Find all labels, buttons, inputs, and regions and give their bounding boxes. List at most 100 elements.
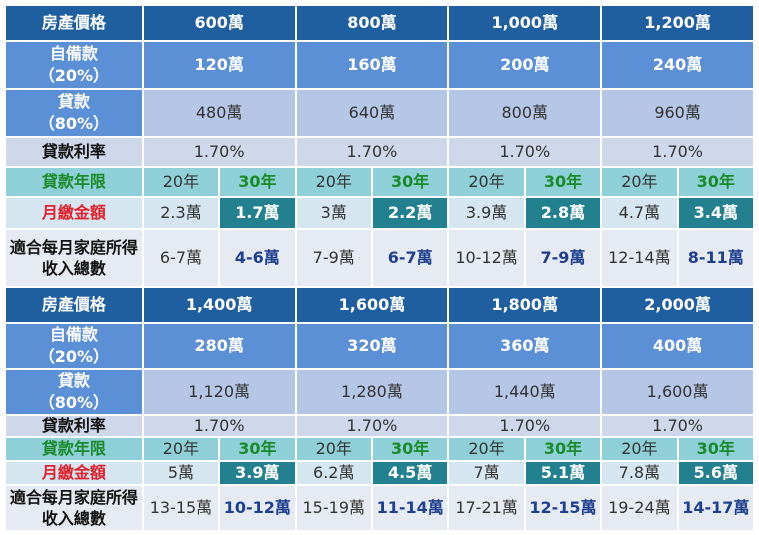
down-payment-label-line2: （20%）	[38, 347, 110, 366]
rate-cell: 1.70%	[141, 136, 297, 168]
down-payment-cell: 200萬	[447, 40, 603, 90]
payment-30-cell: 1.7萬	[218, 196, 297, 230]
income-row: 適合每月家庭所得收入總數 6-7萬 4-6萬 7-9萬 6-7萬 10-12萬 …	[4, 228, 756, 288]
loan-cell: 1,120萬	[141, 368, 297, 416]
price-cell: 1,800萬	[447, 286, 603, 324]
rate-cell: 1.70%	[600, 136, 755, 168]
income-label: 適合每月家庭所得收入總數	[4, 484, 144, 532]
term-30-cell: 30年	[218, 166, 297, 198]
payment-30-cell: 4.5萬	[370, 460, 450, 486]
payment-30-cell: 2.8萬	[523, 196, 603, 230]
payment-row: 月繳金額 2.3萬 1.7萬 3萬 2.2萬 3.9萬 2.8萬 4.7萬 3.…	[4, 196, 756, 230]
income-30-cell: 10-12萬	[218, 484, 297, 532]
rate-label: 貸款利率	[4, 414, 144, 438]
term-20-cell: 20年	[294, 436, 373, 462]
term-20-cell: 20年	[294, 166, 373, 198]
loan-label: 貸款 （80%）	[4, 88, 144, 138]
payment-30-cell: 5.1萬	[523, 460, 603, 486]
price-row: 房產價格 600萬 800萬 1,000萬 1,200萬	[4, 4, 755, 42]
payment-20-cell: 6.2萬	[294, 460, 373, 486]
term-20-cell: 20年	[141, 166, 221, 198]
down-payment-row: 自備款 （20%） 280萬 320萬 360萬 400萬	[4, 322, 755, 370]
payment-20-cell: 3.9萬	[447, 196, 526, 230]
income-20-cell: 19-24萬	[600, 484, 679, 532]
term-20-cell: 20年	[141, 436, 221, 462]
loan-cell: 480萬	[141, 88, 297, 138]
term-row: 貸款年限 20年 30年 20年 30年 20年 30年 20年 30年	[4, 166, 756, 198]
down-payment-cell: 240萬	[600, 40, 755, 90]
price-cell: 1,400萬	[141, 286, 297, 324]
income-30-cell: 6-7萬	[370, 228, 450, 288]
down-payment-row: 自備款 （20%） 120萬 160萬 200萬 240萬	[4, 40, 755, 90]
term-20-cell: 20年	[447, 166, 526, 198]
loan-row: 貸款 （80%） 480萬 640萬 800萬 960萬	[4, 88, 755, 138]
rate-row: 貸款利率 1.70% 1.70% 1.70% 1.70%	[4, 414, 755, 438]
payment-label: 月繳金額	[4, 460, 144, 486]
payment-label: 月繳金額	[4, 196, 144, 230]
loan-label-line2: （80%）	[38, 393, 110, 412]
loan-cell: 1,280萬	[294, 368, 450, 416]
loan-cell: 960萬	[600, 88, 755, 138]
income-row: 適合每月家庭所得收入總數 13-15萬 10-12萬 15-19萬 11-14萬…	[4, 484, 756, 532]
payment-20-cell: 2.3萬	[141, 196, 221, 230]
price-cell: 800萬	[294, 4, 450, 42]
down-payment-cell: 160萬	[294, 40, 450, 90]
down-payment-label: 自備款 （20%）	[4, 322, 144, 370]
price-cell: 1,600萬	[294, 286, 450, 324]
term-label: 貸款年限	[4, 436, 144, 462]
rate-row: 貸款利率 1.70% 1.70% 1.70% 1.70%	[4, 136, 755, 168]
rate-cell: 1.70%	[447, 136, 603, 168]
payment-30-cell: 3.4萬	[676, 196, 756, 230]
payment-row: 月繳金額 5萬 3.9萬 6.2萬 4.5萬 7萬 5.1萬 7.8萬 5.6萬	[4, 460, 756, 486]
price-row: 房產價格 1,400萬 1,600萬 1,800萬 2,000萬	[4, 286, 755, 324]
loan-label-line1: 貸款	[57, 371, 90, 390]
term-30-cell: 30年	[523, 436, 603, 462]
term-30-cell: 30年	[676, 436, 756, 462]
term-20-cell: 20年	[600, 436, 679, 462]
income-20-cell: 15-19萬	[294, 484, 373, 532]
income-20-cell: 12-14萬	[600, 228, 679, 288]
loan-label: 貸款 （80%）	[4, 368, 144, 416]
loan-cell: 1,440萬	[447, 368, 603, 416]
term-30-cell: 30年	[523, 166, 603, 198]
down-payment-label-line1: 自備款	[49, 44, 98, 63]
price-cell: 2,000萬	[600, 286, 755, 324]
payment-20-cell: 7萬	[447, 460, 526, 486]
price-cell: 600萬	[141, 4, 297, 42]
term-30-cell: 30年	[218, 436, 297, 462]
term-30-cell: 30年	[676, 166, 756, 198]
income-20-cell: 10-12萬	[447, 228, 526, 288]
income-20-cell: 13-15萬	[141, 484, 221, 532]
payment-20-cell: 7.8萬	[600, 460, 679, 486]
income-label: 適合每月家庭所得收入總數	[4, 228, 144, 288]
income-20-cell: 6-7萬	[141, 228, 221, 288]
down-payment-label-line2: （20%）	[38, 66, 110, 85]
income-30-cell: 7-9萬	[523, 228, 603, 288]
loan-cell: 1,600萬	[600, 368, 755, 416]
rate-label: 貸款利率	[4, 136, 144, 168]
down-payment-label: 自備款 （20%）	[4, 40, 144, 90]
payment-20-cell: 3萬	[294, 196, 373, 230]
rate-cell: 1.70%	[600, 414, 755, 438]
term-20-cell: 20年	[447, 436, 526, 462]
down-payment-cell: 400萬	[600, 322, 755, 370]
loan-cell: 800萬	[447, 88, 603, 138]
income-30-cell: 14-17萬	[676, 484, 756, 532]
term-30-cell: 30年	[370, 166, 450, 198]
loan-label-line2: （80%）	[38, 114, 110, 133]
loan-label-line1: 貸款	[57, 92, 90, 111]
rate-cell: 1.70%	[294, 136, 450, 168]
price-cell: 1,200萬	[600, 4, 755, 42]
price-label: 房產價格	[4, 4, 144, 42]
loan-cell: 640萬	[294, 88, 450, 138]
rate-cell: 1.70%	[447, 414, 603, 438]
down-payment-cell: 120萬	[141, 40, 297, 90]
income-20-cell: 17-21萬	[447, 484, 526, 532]
down-payment-cell: 280萬	[141, 322, 297, 370]
payment-20-cell: 5萬	[141, 460, 221, 486]
loan-row: 貸款 （80%） 1,120萬 1,280萬 1,440萬 1,600萬	[4, 368, 755, 416]
term-label: 貸款年限	[4, 166, 144, 198]
payment-20-cell: 4.7萬	[600, 196, 679, 230]
income-30-cell: 11-14萬	[370, 484, 450, 532]
mortgage-comparison-table: 房產價格 600萬 800萬 1,000萬 1,200萬 自備款 （20%） 12…	[4, 4, 756, 532]
